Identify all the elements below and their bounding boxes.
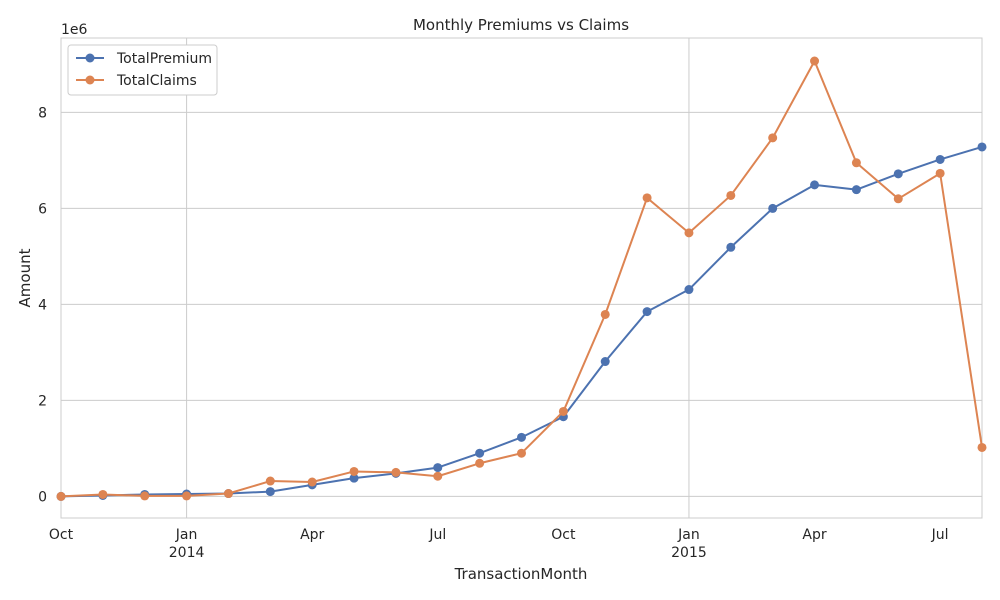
data-point-totalpremium (893, 169, 903, 179)
series-layer (56, 56, 987, 501)
x-tick-label: Apr (802, 527, 826, 543)
data-point-totalclaims (265, 476, 275, 486)
data-point-totalclaims (56, 491, 66, 501)
plot-frame (60, 37, 983, 519)
x-axis-label: TransactionMonth (454, 565, 588, 583)
data-point-totalclaims (935, 168, 945, 178)
data-point-totalclaims (517, 448, 526, 458)
data-point-totalclaims (810, 56, 820, 66)
data-point-totalclaims (433, 471, 443, 481)
data-point-totalclaims (600, 309, 610, 319)
legend-marker-totalclaims (85, 75, 95, 85)
x-tick-label: Oct (551, 527, 576, 543)
x-tick-label: Jul (428, 527, 446, 543)
data-point-totalpremium (851, 185, 861, 195)
data-point-totalpremium (726, 242, 736, 252)
data-point-totalpremium (684, 285, 694, 295)
legend-label-totalclaims: TotalClaims (116, 73, 197, 89)
x-tick-label: Jan (677, 527, 700, 543)
x-tick-label: Oct (49, 527, 74, 543)
data-point-totalpremium (600, 357, 610, 367)
x-tick-label: Apr (300, 527, 324, 543)
grid (61, 38, 982, 518)
data-point-totalpremium (517, 432, 526, 442)
data-point-totalpremium (265, 487, 275, 497)
data-point-totalpremium (768, 203, 778, 213)
x-tick-year-label: 2014 (169, 545, 205, 561)
data-point-totalclaims (98, 489, 108, 499)
data-point-totalclaims (349, 466, 359, 476)
y-tick-label: 0 (38, 489, 47, 505)
data-point-totalclaims (182, 491, 192, 501)
y-axis-label: Amount (16, 248, 34, 307)
data-point-totalclaims (475, 458, 485, 468)
y-axis-ticks: 0 2 4 6 8 (38, 105, 47, 505)
series-line-totalclaims (60, 60, 983, 498)
data-point-totalclaims (307, 477, 317, 487)
data-point-totalclaims (223, 489, 233, 499)
legend-label-totalpremium: TotalPremium (116, 51, 212, 67)
y-offset-text: 1e6 (61, 22, 88, 38)
data-point-totalpremium (935, 154, 945, 164)
y-tick-label: 8 (38, 105, 47, 121)
y-tick-label: 4 (38, 297, 47, 313)
chart-title: Monthly Premiums vs Claims (413, 16, 629, 34)
x-axis-ticks: Oct Jan 2014 Apr Jul Oct Jan 2015 Apr Jul (49, 527, 949, 561)
data-point-totalclaims (768, 133, 778, 143)
data-point-totalclaims (726, 190, 736, 200)
legend-marker-totalpremium (85, 53, 95, 63)
data-point-totalclaims (642, 193, 652, 203)
data-point-totalpremium (977, 142, 987, 152)
data-point-totalpremium (475, 448, 485, 458)
data-point-totalpremium (810, 180, 820, 190)
data-point-totalclaims (977, 442, 987, 452)
y-tick-label: 2 (38, 393, 47, 409)
data-point-totalpremium (642, 307, 652, 317)
x-tick-label: Jan (175, 527, 198, 543)
x-tick-label: Jul (931, 527, 949, 543)
data-point-totalclaims (391, 467, 401, 477)
data-point-totalclaims (140, 491, 150, 501)
data-point-totalpremium (433, 463, 443, 473)
y-tick-label: 6 (38, 201, 47, 217)
data-point-totalclaims (851, 158, 861, 168)
data-point-totalclaims (893, 194, 903, 204)
x-tick-year-label: 2015 (671, 545, 707, 561)
series-line-totalpremium (60, 146, 983, 498)
data-point-totalclaims (684, 228, 694, 238)
legend-frame (67, 44, 218, 96)
data-point-totalclaims (558, 406, 568, 416)
data-point-totalpremium (349, 473, 359, 483)
legend: TotalPremium TotalClaims (67, 44, 218, 96)
